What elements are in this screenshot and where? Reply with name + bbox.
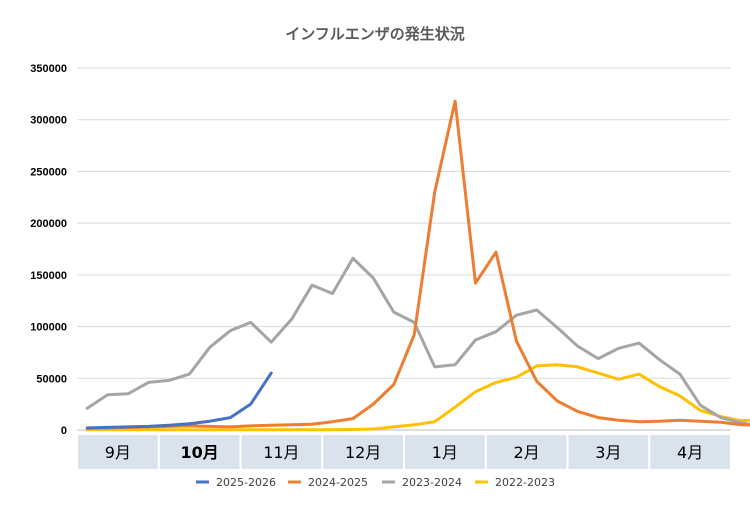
month-label: 1月 (432, 443, 458, 462)
legend-label: 2023-2024 (402, 476, 462, 489)
month-label: 4月 (677, 443, 703, 462)
y-tick-label: 0 (61, 425, 67, 437)
legend-label: 2024-2025 (308, 476, 368, 489)
month-band (78, 435, 158, 469)
y-tick-label: 350000 (30, 63, 67, 75)
month-label: 3月 (595, 443, 621, 462)
series-line-2024-2025 (85, 99, 750, 430)
y-axis-ticks: 0 50000 100000 150000 200000 250000 300000 3500… (30, 63, 67, 437)
month-axis: 9月 10月 11月 12月 1月 2月 3月 4月 (78, 435, 730, 469)
legend: 2025-2026 2024-2025 2023-2024 2022-2023 (196, 476, 555, 489)
month-band (323, 435, 403, 469)
month-label: 9月 (105, 443, 131, 462)
month-band (568, 435, 649, 469)
y-tick-label: 50000 (36, 373, 67, 385)
series-line-2022-2023 (85, 363, 750, 432)
month-band (241, 435, 322, 469)
y-tick-label: 250000 (30, 166, 67, 178)
month-label: 2月 (514, 443, 540, 462)
y-tick-label: 100000 (30, 322, 67, 334)
y-tick-label: 200000 (30, 218, 67, 230)
legend-label: 2025-2026 (216, 476, 276, 489)
series-line-2025-2026 (85, 371, 273, 430)
month-label: 10月 (180, 443, 218, 462)
month-label: 11月 (263, 443, 299, 462)
month-label: 12月 (345, 443, 381, 462)
month-band (159, 435, 240, 469)
y-tick-label: 150000 (30, 270, 67, 282)
month-band (405, 435, 485, 469)
chart-title: インフルエンザの発生状況 (285, 25, 465, 43)
gridlines (77, 67, 731, 431)
legend-label: 2022-2023 (495, 476, 555, 489)
series-lines (85, 99, 750, 432)
month-band (486, 435, 567, 469)
series-line-2023-2024 (85, 256, 750, 427)
month-band (650, 435, 730, 469)
y-tick-label: 300000 (30, 115, 67, 127)
